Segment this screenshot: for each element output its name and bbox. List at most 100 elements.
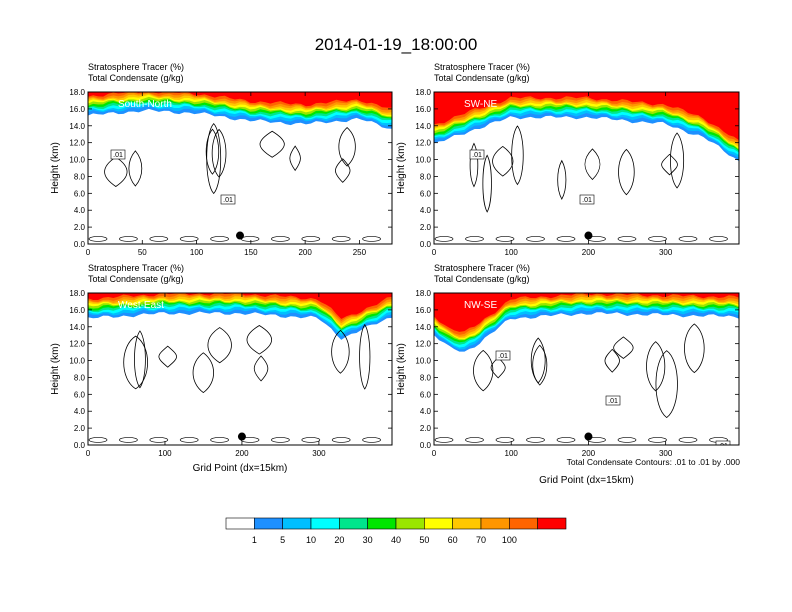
panel-subtitle: Total Condensate (g/kg) [88,73,184,83]
condensate-contour [88,236,108,242]
y-tick-label: 18.0 [415,88,431,97]
condensate-contour [104,156,128,187]
condensate-contour [495,437,515,443]
x-tick-label: 200 [298,248,312,257]
x-tick-label: 0 [432,449,437,458]
condensate-contour [648,437,667,443]
condensate-contour [158,345,177,368]
y-tick-label: 4.0 [420,407,432,416]
location-marker [584,231,593,240]
colorbar-swatch [310,517,340,530]
x-tick-label: 150 [244,248,258,257]
contour-label: .01 [582,197,592,204]
contour-label: .01 [223,197,233,204]
y-tick-label: 16.0 [69,105,85,114]
condensate-contour [618,148,635,196]
condensate-contour [613,336,634,359]
y-tick-label: 0.0 [420,441,432,450]
condensate-contour [678,437,698,443]
condensate-contour [179,437,199,443]
tracer-field: .01 .01 [434,92,739,244]
x-tick-label: 100 [158,449,172,458]
panel-2: .01 .01 SW-NE Stratosphere Tracer (%)Total … [396,62,740,257]
condensate-contour [335,158,351,183]
condensate-contour [134,330,146,389]
colorbar-label: 10 [306,535,316,545]
condensate-contour [338,127,356,167]
contour-label: .01 [608,398,618,405]
y-axis-label: Height (km) [50,142,61,194]
condensate-contour [88,437,108,443]
x-tick-label: 50 [138,248,147,257]
colorbar-label: 20 [334,535,344,545]
location-marker [584,432,593,441]
condensate-contour [532,344,548,386]
y-tick-label: 8.0 [420,373,432,382]
condensate-contour [210,437,229,443]
condensate-contour [149,437,169,443]
y-tick-label: 12.0 [69,340,85,349]
x-tick-label: 100 [505,248,519,257]
y-tick-label: 0.0 [74,441,86,450]
y-axis-label: Height (km) [50,343,61,395]
y-tick-label: 2.0 [74,424,86,433]
condensate-contour [617,236,637,242]
condensate-contour [149,236,169,242]
condensate-contour [465,236,484,242]
condensate-contour [119,437,138,443]
condensate-contour [495,236,515,242]
colorbar-swatch [339,517,368,530]
y-tick-label: 6.0 [74,390,86,399]
x-tick-label: 0 [86,449,91,458]
colorbar-label: 5 [280,535,285,545]
condensate-contour [301,236,321,242]
tracer-band-10 [88,92,392,108]
x-tick-label: 200 [582,449,596,458]
condensate-contour [206,123,222,195]
condensate-contour [473,349,494,392]
y-tick-label: 2.0 [74,223,86,232]
x-tick-label: 250 [353,248,367,257]
panel-label: SW-NE [464,99,497,110]
plot-frame [433,292,740,446]
condensate-contour [482,154,492,213]
x-tick-label: 0 [432,248,437,257]
condensate-contour [434,437,454,443]
panel-subtitle: Total Condensate (g/kg) [434,274,530,284]
x-tick-label: 300 [312,449,326,458]
condensate-contour [678,236,698,242]
condensate-contour [331,437,351,443]
y-tick-label: 16.0 [415,105,431,114]
condensate-contour [556,236,576,242]
tracer-field: .01 .01 .01 [434,293,739,445]
colorbar-label: 60 [448,535,458,545]
condensate-contour [648,236,667,242]
y-tick-label: 10.0 [69,156,85,165]
y-tick-label: 6.0 [74,189,86,198]
condensate-contour [557,159,567,200]
condensate-contour [359,323,371,390]
condensate-contour [604,348,620,373]
condensate-contour [207,327,232,364]
y-tick-label: 8.0 [74,373,86,382]
plot-frame [87,292,393,446]
condensate-contour [526,236,545,242]
y-tick-label: 12.0 [69,139,85,148]
panel-label: NW-SE [464,300,497,311]
y-axis-label: Height (km) [396,142,407,194]
x-axis-label: Grid Point (dx=15km) [193,463,288,474]
x-tick-label: 300 [659,449,673,458]
condensate-contour [709,236,728,242]
y-tick-label: 14.0 [415,323,431,332]
colorbar-swatch [254,517,283,530]
colorbar-swatch [480,517,510,530]
y-tick-label: 16.0 [69,306,85,315]
contour-label: .01 [472,152,482,159]
y-tick-label: 4.0 [74,407,86,416]
condensate-contour [661,153,678,176]
condensate-contour [289,145,301,172]
location-marker [236,231,244,240]
y-tick-label: 2.0 [420,223,432,232]
condensate-contour [123,335,148,390]
